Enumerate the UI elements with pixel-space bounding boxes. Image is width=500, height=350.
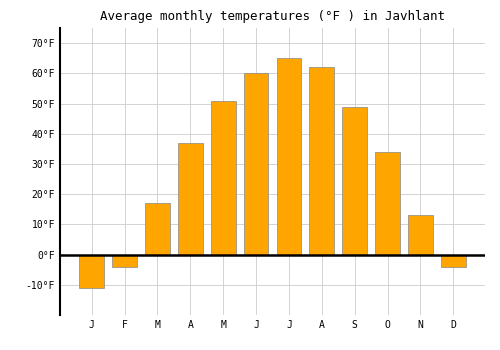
Bar	[244, 73, 268, 254]
Bar	[408, 215, 433, 254]
Bar	[310, 67, 334, 254]
Bar	[80, 254, 104, 288]
Bar	[112, 254, 137, 267]
Bar	[211, 100, 236, 254]
Bar	[276, 58, 301, 254]
Bar	[342, 106, 367, 254]
Bar	[178, 143, 203, 254]
Title: Average monthly temperatures (°F ) in Javhlant: Average monthly temperatures (°F ) in Ja…	[100, 10, 445, 23]
Bar	[441, 254, 466, 267]
Bar	[376, 152, 400, 254]
Bar	[145, 203, 170, 254]
